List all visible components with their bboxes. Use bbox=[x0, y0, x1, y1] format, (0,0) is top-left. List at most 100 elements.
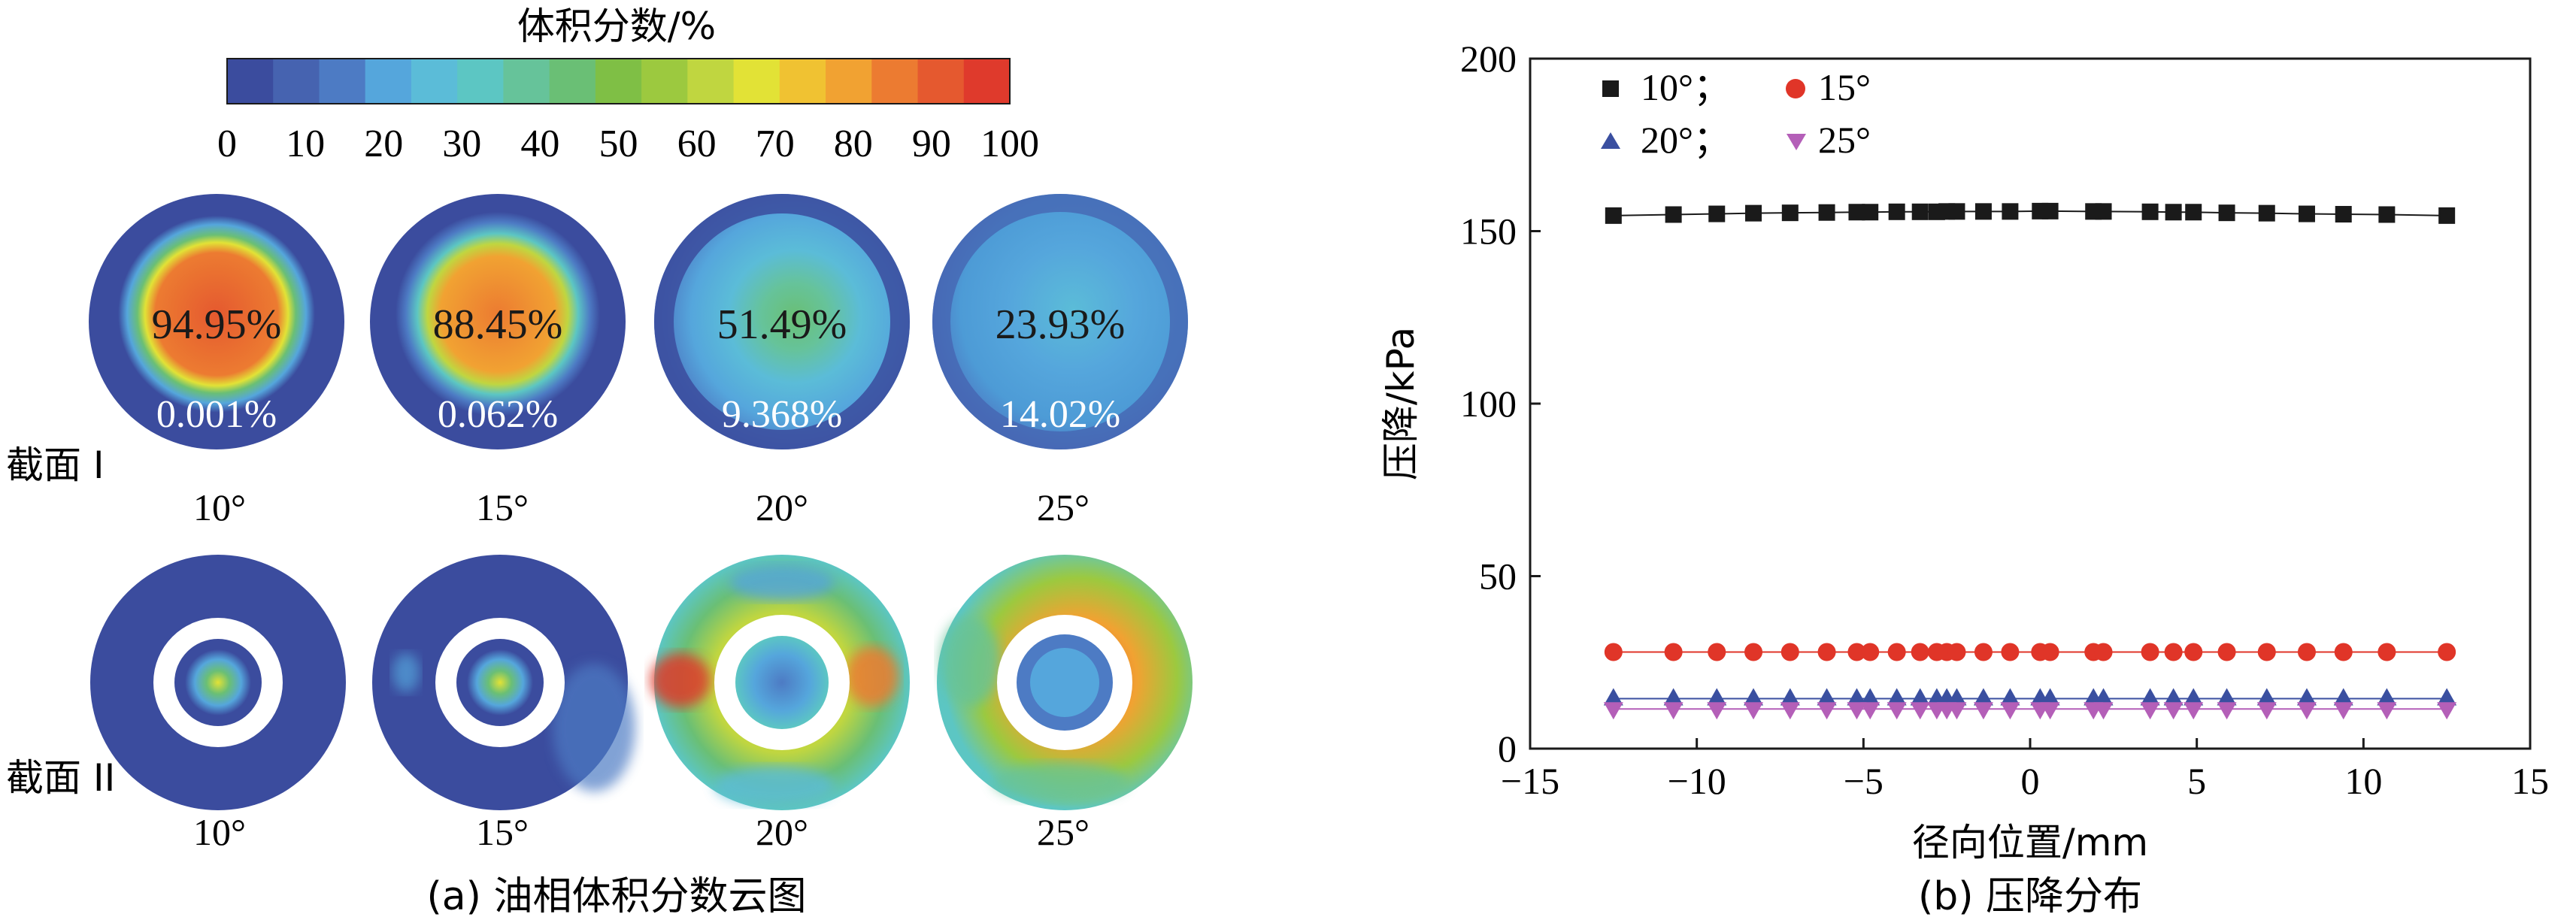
data-point bbox=[1974, 643, 1993, 661]
colorbar-segment bbox=[411, 59, 458, 104]
row1-contours bbox=[89, 194, 1188, 449]
data-point bbox=[2093, 688, 2114, 706]
x-tick-label: 15 bbox=[2511, 760, 2549, 802]
row1-center-15: 88.45% bbox=[433, 301, 563, 348]
data-point bbox=[1744, 643, 1763, 661]
data-point bbox=[1708, 205, 1726, 222]
colorbar-tick-label: 0 bbox=[217, 123, 237, 165]
data-point bbox=[2001, 643, 2020, 661]
colorbar-segment bbox=[826, 59, 872, 104]
data-point bbox=[2217, 702, 2237, 720]
data-point bbox=[2333, 702, 2353, 720]
data-point bbox=[2258, 204, 2275, 222]
data-point bbox=[2217, 643, 2236, 661]
data-point bbox=[2377, 702, 2397, 720]
row1-edge-10: 0.001% bbox=[156, 393, 277, 436]
legend: 10°； 15° 20°； 25° bbox=[1601, 66, 1871, 161]
data-point bbox=[1707, 688, 1727, 706]
data-point bbox=[2163, 688, 2184, 706]
data-point bbox=[1780, 702, 1800, 720]
data-point bbox=[2256, 688, 2277, 706]
data-point bbox=[1860, 702, 1880, 720]
row1-angle-20: 20° bbox=[756, 486, 808, 528]
row2-angle-25: 25° bbox=[1037, 811, 1089, 853]
contour-row1-10 bbox=[89, 194, 344, 449]
colorbar-segment bbox=[549, 59, 596, 104]
colorbar-title: 体积分数/% bbox=[517, 5, 716, 48]
row1-edge-15: 0.062% bbox=[438, 393, 558, 436]
colorbar-tick-label: 20 bbox=[364, 123, 403, 165]
data-point bbox=[1948, 203, 1965, 220]
data-point bbox=[2002, 203, 2019, 220]
data-point bbox=[2165, 204, 2182, 221]
colorbar-segment bbox=[917, 59, 965, 104]
row1-center-20: 51.49% bbox=[717, 301, 847, 348]
data-point bbox=[1818, 204, 1835, 221]
data-point bbox=[2296, 702, 2317, 720]
panel-b-caption: (b) 压降分布 bbox=[1918, 874, 2142, 919]
y-tick-label: 50 bbox=[1479, 555, 1517, 598]
legend-marker-20 bbox=[1601, 132, 1620, 149]
row1-center-10: 94.95% bbox=[152, 301, 282, 348]
data-point bbox=[2041, 202, 2059, 219]
colorbar-border bbox=[226, 58, 1011, 104]
data-point bbox=[1663, 702, 1683, 720]
data-point bbox=[1848, 204, 1865, 221]
colorbar-tick-label: 80 bbox=[834, 123, 873, 165]
data-point bbox=[2257, 643, 2276, 661]
row2-section-label: 截面 II bbox=[6, 756, 115, 800]
y-tick-label: 150 bbox=[1460, 210, 1517, 253]
data-point bbox=[1603, 702, 1623, 720]
data-point bbox=[1664, 643, 1683, 661]
row1-angle-15: 15° bbox=[476, 486, 529, 528]
data-point bbox=[2437, 688, 2457, 706]
row2-labels: 截面 II 10° 15° 20° 25° bbox=[6, 756, 1089, 853]
row1-edge-25: 14.02% bbox=[1000, 393, 1120, 436]
data-point bbox=[2141, 643, 2159, 661]
data-point bbox=[1947, 688, 1967, 706]
data-point bbox=[2000, 688, 2020, 706]
data-point bbox=[1947, 643, 1966, 661]
colorbar-segment bbox=[365, 59, 412, 104]
colorbar-tick-label: 10 bbox=[286, 123, 325, 165]
data-point bbox=[2041, 643, 2059, 661]
data-point bbox=[2218, 204, 2235, 222]
colorbar bbox=[226, 58, 1011, 104]
data-point bbox=[2184, 643, 2203, 661]
data-point bbox=[2140, 702, 2160, 720]
colorbar-tick-label: 90 bbox=[912, 123, 951, 165]
contour-row1-25-outer-ring bbox=[932, 194, 1188, 449]
data-point bbox=[2333, 688, 2353, 706]
fit-lines bbox=[1613, 210, 2447, 710]
data-point bbox=[2185, 204, 2202, 221]
data-point bbox=[2377, 688, 2397, 706]
data-point bbox=[1780, 688, 1800, 706]
data-point bbox=[1911, 203, 1929, 220]
data-point bbox=[1973, 688, 1993, 706]
legend-label-25: 25° bbox=[1818, 119, 1871, 161]
colorbar-segment bbox=[319, 59, 366, 104]
row2-angle-10: 10° bbox=[193, 811, 246, 853]
data-point bbox=[2040, 702, 2060, 720]
data-point bbox=[2297, 643, 2316, 661]
colorbar-tick-label: 40 bbox=[520, 123, 559, 165]
data-point bbox=[2296, 688, 2317, 706]
data-point bbox=[1910, 688, 1930, 706]
colorbar-segment bbox=[687, 59, 735, 104]
data-point bbox=[1665, 206, 1682, 223]
colorbar-segment bbox=[963, 59, 1011, 104]
data-point bbox=[2000, 702, 2020, 720]
legend-marker-25 bbox=[1787, 134, 1806, 150]
data-point bbox=[1887, 702, 1907, 720]
colorbar-segment bbox=[457, 59, 505, 104]
data-point bbox=[1947, 702, 1967, 720]
data-point bbox=[1603, 688, 1623, 706]
row1-labels: 94.95% 88.45% 51.49% 23.93% 0.001% 0.062… bbox=[6, 301, 1125, 528]
data-point bbox=[2184, 702, 2204, 720]
row2-angle-15: 15° bbox=[476, 811, 529, 853]
colorbar-tick-label: 30 bbox=[442, 123, 481, 165]
contour-row1-20-outer-ring bbox=[654, 194, 910, 449]
contour-row2-10 bbox=[90, 555, 346, 810]
